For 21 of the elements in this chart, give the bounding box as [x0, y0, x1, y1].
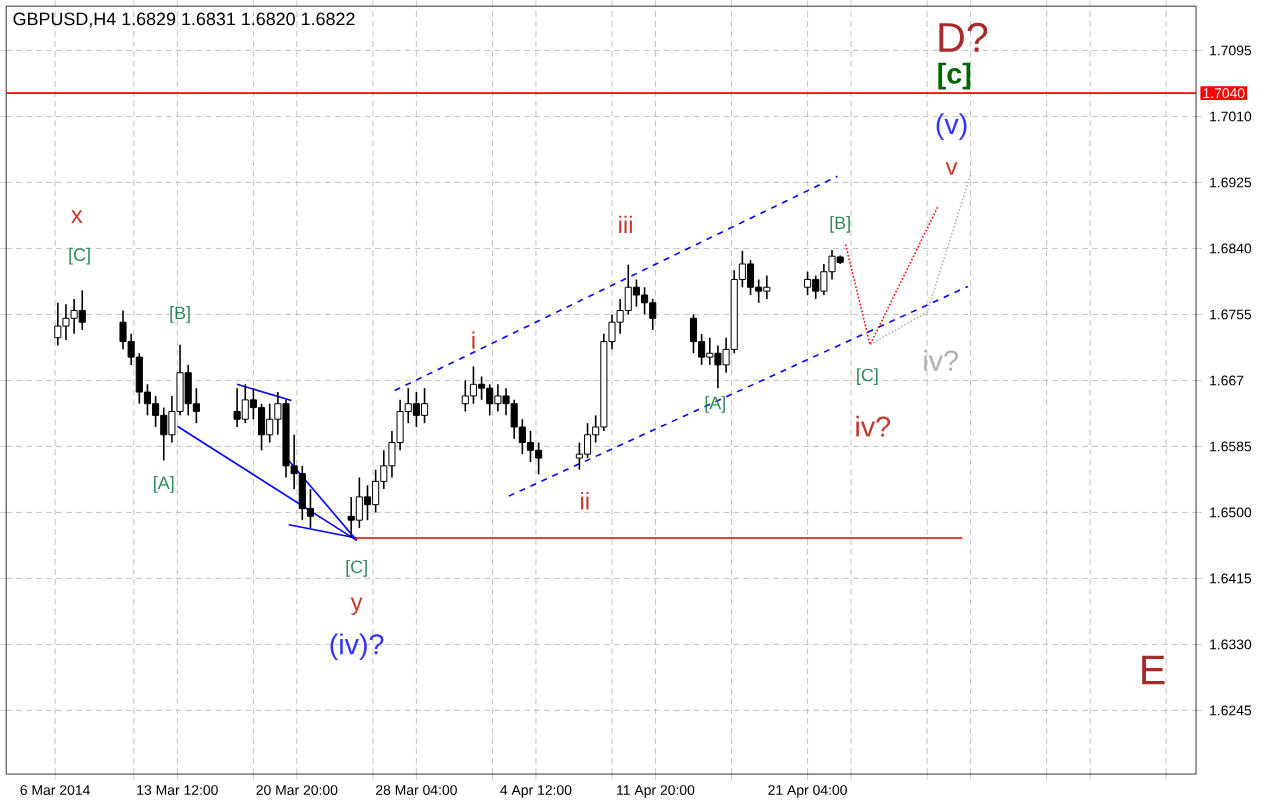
annotation: E [1142, 655, 1165, 685]
annotation: (iv)? [330, 633, 384, 661]
annotation: iii [619, 215, 632, 233]
annotation: D? [939, 22, 988, 52]
annotation: ii [581, 492, 589, 510]
annotation: [A] [705, 396, 725, 413]
annotation: (v) [936, 113, 967, 140]
annotation: [A] [154, 476, 174, 493]
chart-title: GBPUSD,H4 1.6829 1.6831 1.6820 1.6822 [13, 12, 355, 28]
annotation: iv? [924, 349, 958, 371]
annotation: [B] [170, 306, 190, 323]
annotation: iv? [856, 415, 891, 437]
annotation: [C] [346, 559, 367, 577]
annotation: i [472, 331, 475, 349]
annotation: y [350, 597, 363, 616]
annotation: v [945, 162, 958, 175]
annotation: [C] [857, 368, 878, 385]
annotation: x [71, 210, 83, 223]
annotation: [C] [69, 247, 90, 265]
annotation: [c] [938, 62, 971, 90]
annotation: [B] [830, 215, 850, 233]
